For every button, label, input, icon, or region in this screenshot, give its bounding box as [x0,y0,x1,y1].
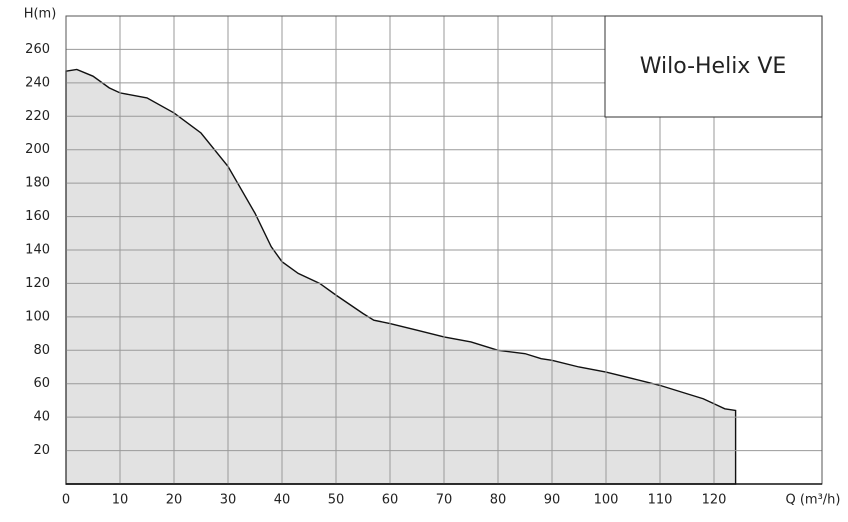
x-axis-label: Q (m³/h) [785,493,840,508]
y-tick-label: 240 [25,75,50,90]
x-tick-label: 10 [112,493,129,508]
y-tick-label: 260 [25,42,50,57]
title-box [604,15,823,118]
x-tick-label: 70 [436,493,453,508]
area [65,68,737,485]
y-tick-label: 120 [25,276,50,291]
y-tick-label: 60 [33,376,50,391]
x-tick-label: 100 [594,493,619,508]
y-tick-label: 140 [25,243,50,258]
x-tick-label: 60 [382,493,399,508]
x-tick-label: 50 [328,493,345,508]
chart-title: Wilo-Helix VE [640,54,787,79]
y-tick-label: 220 [25,109,50,124]
x-tick-label: 20 [166,493,183,508]
x-tick-label: 0 [62,493,70,508]
y-axis-label: H(m) [24,7,57,22]
y-tick-label: 160 [25,209,50,224]
x-tick-label: 120 [702,493,727,508]
x-tick-label: 30 [220,493,237,508]
y-tick-label: 200 [25,142,50,157]
y-tick-label: 180 [25,176,50,191]
y-tick-label: 100 [25,309,50,324]
y-tick-label: 80 [33,343,50,358]
x-tick-label: 90 [544,493,561,508]
y-tick-label: 20 [33,443,50,458]
x-tick-label: 40 [274,493,291,508]
x-tick-label: 110 [648,493,673,508]
x-tick-label: 80 [490,493,507,508]
y-tick-label: 40 [33,410,50,425]
